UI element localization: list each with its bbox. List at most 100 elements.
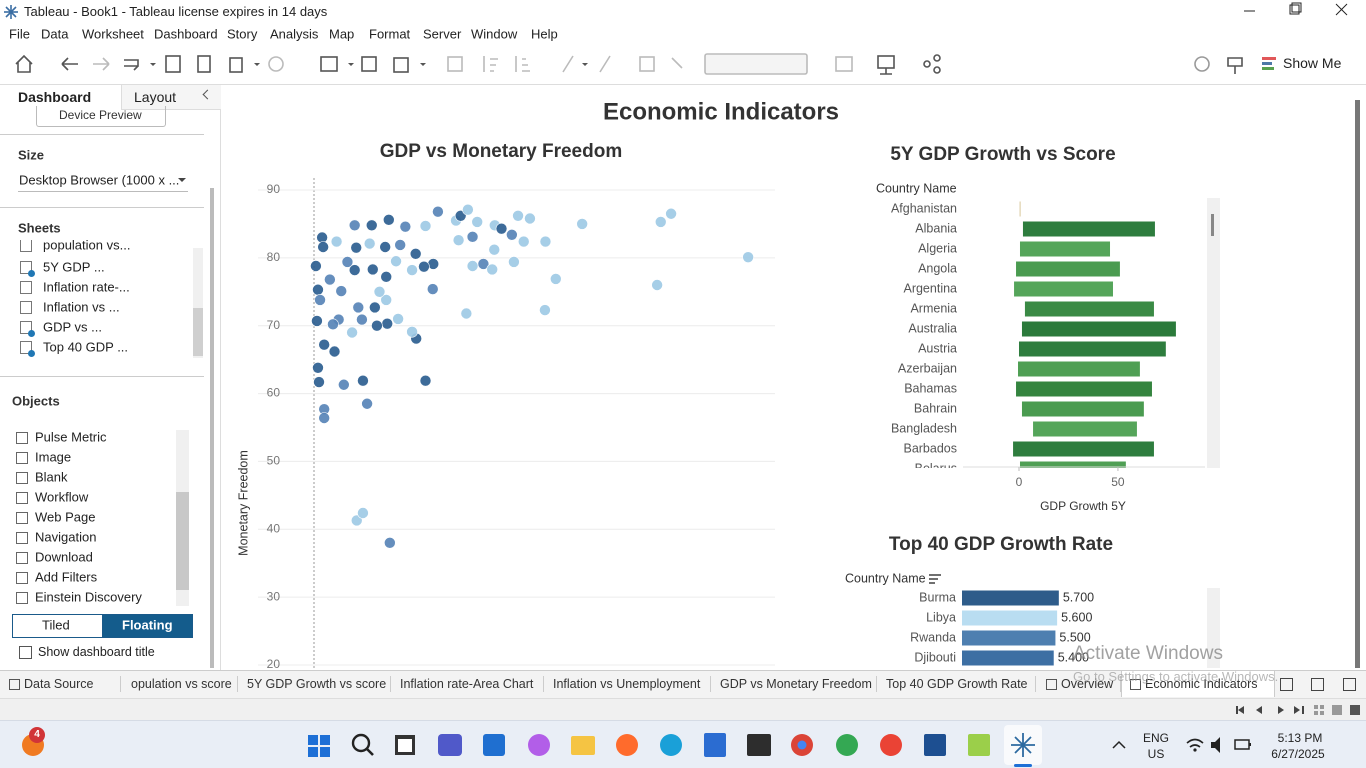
show-me-button[interactable]: Show Me [1283, 55, 1342, 71]
clock-time[interactable]: 5:13 PM [1277, 731, 1323, 745]
scatter-point [742, 251, 754, 263]
tab-separator [1035, 676, 1036, 692]
sheet-tab[interactable]: Inflation rate-Area Chart [400, 677, 534, 691]
scatter-point [517, 235, 530, 248]
scatter-point [576, 218, 588, 230]
sheets-scrollbar[interactable] [193, 248, 203, 358]
menu-item[interactable]: Worksheet [82, 26, 144, 42]
object-item[interactable]: Pulse Metric [35, 429, 107, 445]
scatter-point [352, 301, 365, 314]
new-sheet-icon[interactable] [1343, 678, 1356, 691]
size-dropdown[interactable]: Desktop Browser (1000 x ... [19, 172, 180, 188]
menu-item[interactable]: Format [369, 26, 411, 42]
menu-item[interactable]: Window [471, 26, 518, 42]
floating-label: Floating [122, 617, 173, 633]
sheet-tab[interactable]: Overview [1061, 677, 1114, 691]
object-item[interactable]: Blank [35, 469, 68, 485]
sheet-item[interactable]: GDP vs ... [43, 319, 102, 335]
chart-title: 5Y GDP Growth vs Score [890, 144, 1115, 165]
object-item[interactable]: Download [35, 549, 93, 565]
object-item[interactable]: Web Page [35, 509, 96, 525]
sheet-tab[interactable]: Data Source [24, 677, 94, 691]
sheet-icon [20, 301, 32, 314]
x-tick-label: 0 [1016, 475, 1023, 489]
menu-item[interactable]: Map [329, 26, 355, 42]
status-controls[interactable] [1230, 703, 1366, 717]
scatter-point [310, 260, 322, 272]
sheet-item[interactable]: Top 40 GDP ... [43, 339, 129, 355]
tiled-button[interactable] [12, 614, 103, 638]
menu-item[interactable]: Server [423, 26, 462, 42]
sheet-tab[interactable]: Top 40 GDP Growth Rate [886, 677, 1028, 691]
x-tick-label: 50 [1111, 475, 1125, 489]
object-item[interactable]: Navigation [35, 529, 97, 545]
clock-date[interactable]: 6/27/2025 [1271, 747, 1325, 761]
menu-item[interactable]: Story [227, 26, 258, 42]
scatter-point [365, 219, 378, 232]
object-item[interactable]: Workflow [35, 489, 89, 505]
sheet-check [28, 330, 35, 337]
object-item[interactable]: Einstein Discovery [35, 589, 142, 605]
scatter-point [392, 313, 404, 325]
scatter-point [373, 285, 386, 298]
object-item[interactable]: Add Filters [35, 569, 98, 585]
notification-badge-bg [29, 727, 45, 743]
sheet-icon [20, 281, 32, 294]
sheet-tab[interactable]: Economic Indicators [1145, 677, 1258, 691]
menu-item[interactable]: Dashboard [154, 26, 218, 42]
sheet-tab[interactable]: GDP vs Monetary Freedom [720, 677, 872, 691]
sheet-item[interactable]: Inflation rate-... [43, 279, 130, 295]
app-icon [4, 5, 18, 19]
window-controls[interactable] [1230, 0, 1366, 24]
panel-scrollbar[interactable] [210, 188, 214, 668]
toolbar-icons[interactable] [0, 44, 1260, 84]
region[interactable]: US [1147, 747, 1165, 761]
scatter-point [651, 279, 663, 291]
floating-button[interactable] [102, 614, 193, 638]
tab-separator [237, 676, 238, 692]
menu-item[interactable]: Data [41, 26, 69, 42]
object-icon [16, 492, 28, 504]
bar-scroll-thumb[interactable] [1211, 214, 1214, 236]
bar [1018, 341, 1166, 357]
sheets-scroll-thumb[interactable] [193, 308, 203, 356]
panel-tab-label[interactable]: Layout [134, 89, 177, 105]
show-title-checkbox[interactable] [19, 646, 32, 659]
sheet-tab[interactable]: opulation vs score [131, 677, 232, 691]
tab-separator [1120, 676, 1121, 692]
panel-tab-label[interactable]: Dashboard [18, 89, 92, 105]
sheet-item[interactable]: 5Y GDP ... [43, 259, 105, 275]
sheet-item[interactable]: population vs... [43, 240, 131, 253]
bar-scroll-track[interactable] [1207, 588, 1220, 668]
sort-icon[interactable] [929, 574, 941, 584]
y-tick-label: 90 [267, 182, 281, 196]
y-tick-label: 50 [267, 454, 281, 468]
objects-scroll-thumb[interactable] [176, 492, 189, 590]
menu-item[interactable]: File [9, 26, 30, 42]
new-sheet-icon[interactable] [1280, 678, 1293, 691]
bar-scroll-track[interactable] [1207, 198, 1220, 468]
dashboard-scrollbar[interactable] [1355, 100, 1360, 668]
sheet-tab[interactable]: Inflation vs Unemployment [553, 677, 701, 691]
new-sheet-icon[interactable] [1311, 678, 1324, 691]
scatter-point [419, 220, 432, 232]
sheet-icon [20, 321, 32, 334]
bar [1016, 261, 1120, 277]
scatter-point [495, 222, 508, 235]
sheet-icon [20, 261, 32, 274]
scatter-point [348, 264, 361, 276]
sheet-item[interactable]: Inflation vs ... [43, 299, 120, 315]
bar [1019, 461, 1126, 468]
row-label: Azerbaijan [898, 361, 957, 375]
sheet-tab[interactable]: 5Y GDP Growth vs score [247, 677, 387, 691]
language[interactable]: ENG [1142, 731, 1169, 745]
menu-item[interactable]: Analysis [270, 26, 319, 42]
scatter-point [371, 319, 383, 332]
object-item[interactable]: Image [35, 449, 72, 465]
device-preview-button[interactable] [36, 106, 166, 127]
taskbar-icons[interactable] [0, 721, 1366, 768]
scatter-point [394, 239, 406, 251]
menu-item[interactable]: Help [531, 26, 558, 42]
scatter-point [318, 338, 330, 351]
bar [1021, 401, 1144, 417]
